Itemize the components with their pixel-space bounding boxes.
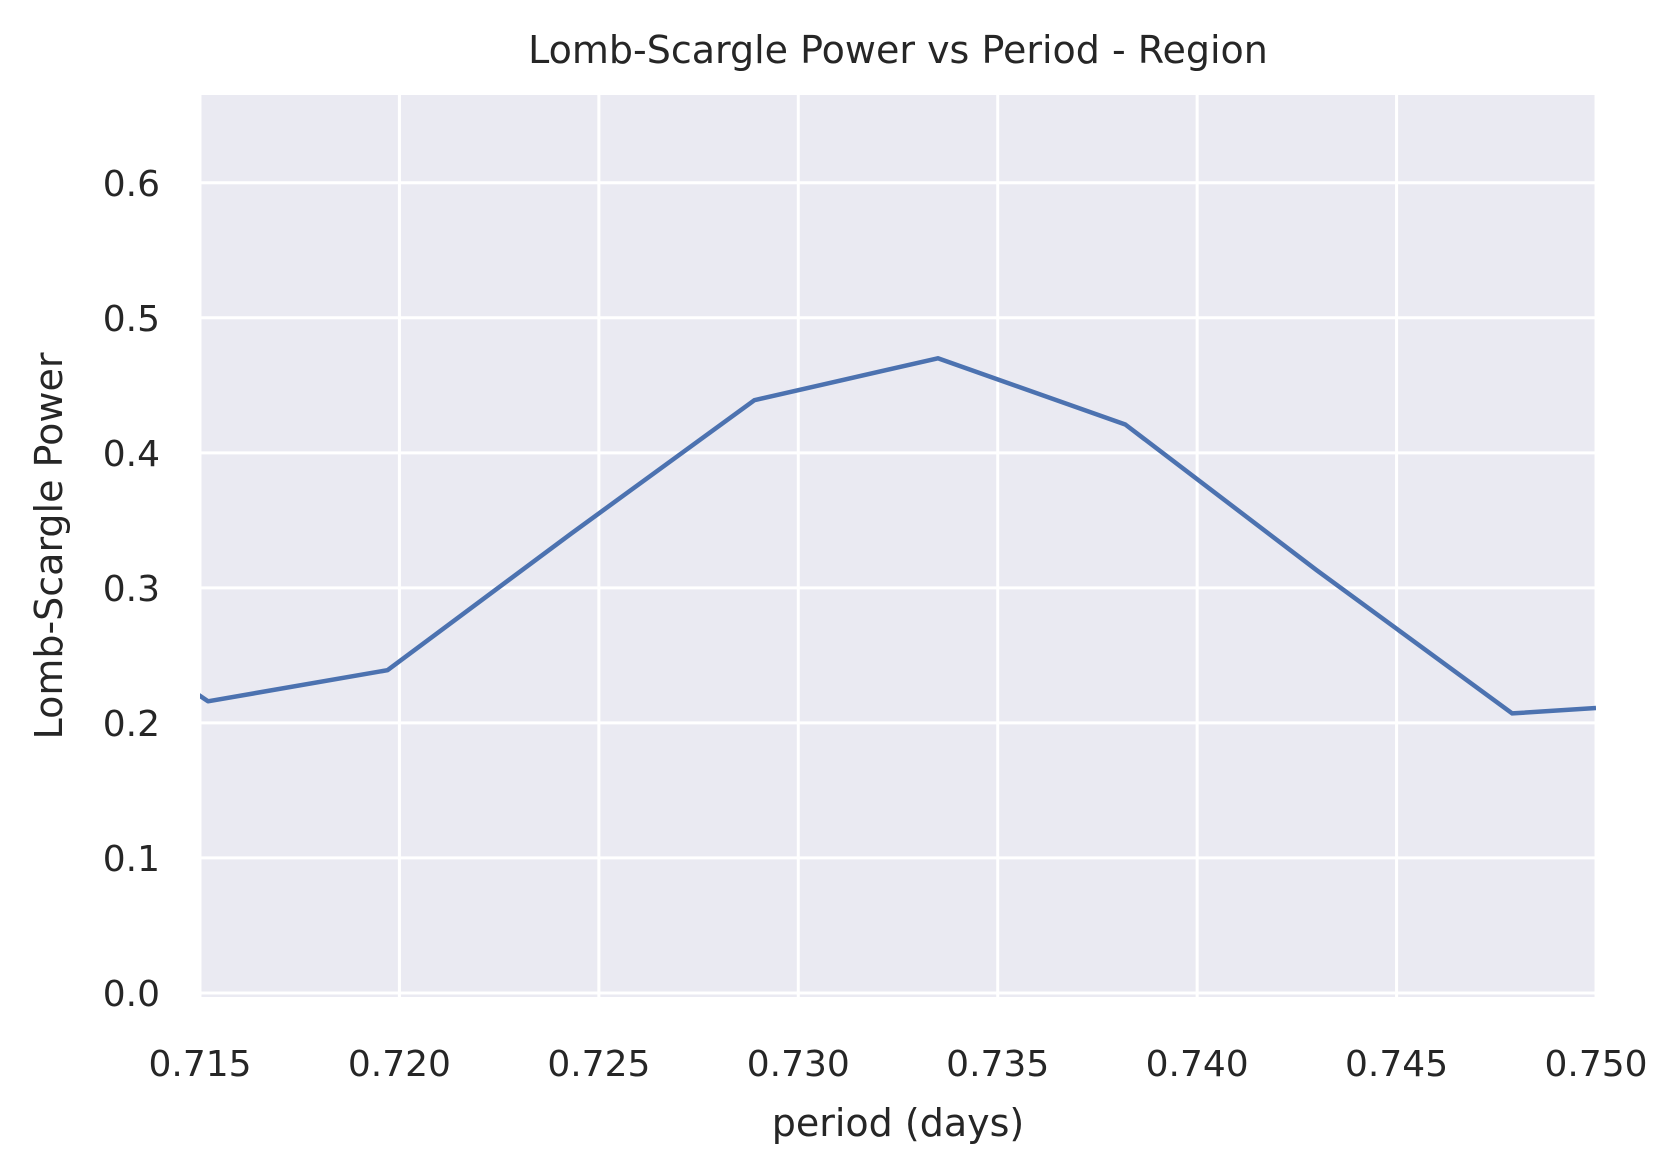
series-layer (200, 356, 1596, 716)
grid-lines (198, 95, 1598, 997)
y-axis-ticks: 0.0 0.1 0.2 0.3 0.4 0.5 0.6 (103, 164, 160, 1015)
y-tick-label: 0.5 (103, 299, 160, 340)
x-tick-label: 0.715 (148, 1044, 251, 1085)
y-tick-label: 0.6 (103, 164, 160, 205)
x-tick-label: 0.730 (747, 1044, 850, 1085)
y-tick-label: 0.0 (103, 974, 160, 1015)
y-tick-label: 0.4 (103, 434, 160, 475)
plot-background (200, 95, 1596, 997)
x-tick-label: 0.720 (348, 1044, 451, 1085)
y-tick-label: 0.3 (103, 569, 160, 610)
x-tick-label: 0.725 (547, 1044, 650, 1085)
x-tick-label: 0.745 (1345, 1044, 1448, 1085)
x-axis-label: period (days) (772, 1101, 1024, 1145)
x-axis-ticks: 0.715 0.720 0.725 0.730 0.735 0.740 0.745 0.750 (148, 1044, 1647, 1085)
x-tick-label: 0.740 (1146, 1044, 1249, 1085)
y-tick-label: 0.2 (103, 704, 160, 745)
chart-title: Lomb-Scargle Power vs Period - Region (528, 28, 1268, 72)
y-axis-label: Lomb-Scargle Power (27, 352, 71, 739)
series-line-0 (200, 356, 1596, 716)
x-tick-label: 0.735 (946, 1044, 1049, 1085)
x-tick-label: 0.750 (1544, 1044, 1647, 1085)
y-tick-label: 0.1 (103, 839, 160, 880)
